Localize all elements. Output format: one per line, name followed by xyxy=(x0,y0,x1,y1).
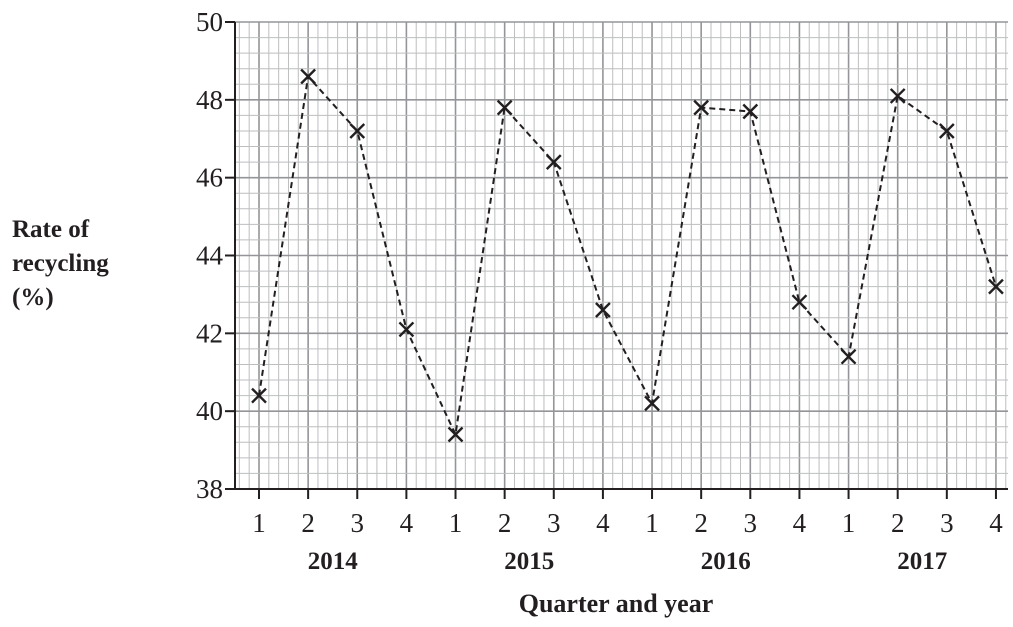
x-tick-label: 1 xyxy=(252,508,266,538)
marker-stroke xyxy=(840,348,857,365)
marker-stroke xyxy=(545,154,562,170)
marker-stroke xyxy=(300,68,316,85)
marker-stroke xyxy=(595,302,611,318)
data-point-marker xyxy=(251,387,267,404)
x-tick-label: 3 xyxy=(351,508,365,538)
data-point-marker xyxy=(938,123,955,139)
marker-stroke xyxy=(496,99,513,116)
x-tick-label: 3 xyxy=(547,508,561,538)
series-polyline xyxy=(258,74,997,438)
y-axis-label-line-3: (%) xyxy=(12,284,54,311)
axes xyxy=(225,21,1008,499)
x-tick-label: 2 xyxy=(891,508,905,538)
data-point-marker xyxy=(742,103,759,120)
data-point-marker xyxy=(496,99,513,116)
data-point-marker xyxy=(595,302,611,318)
x-tick-label: 2 xyxy=(694,508,708,538)
marker-stroke xyxy=(644,395,660,412)
marker-stroke xyxy=(938,123,955,139)
y-tick-label: 38 xyxy=(196,474,223,504)
data-point-marker xyxy=(644,395,660,412)
year-label: 2016 xyxy=(701,548,751,575)
data-markers xyxy=(251,68,1004,443)
x-tick-label: 4 xyxy=(989,508,1003,538)
data-point-marker xyxy=(693,99,710,116)
y-tick-label: 40 xyxy=(196,396,223,426)
y-tick-label: 46 xyxy=(196,163,223,193)
x-tick-label: 2 xyxy=(498,508,512,538)
data-point-marker xyxy=(545,154,562,170)
y-tick-labels: 38 40 42 44 46 48 50 xyxy=(196,7,224,504)
x-tick-label: 3 xyxy=(744,508,758,538)
y-tick-label: 42 xyxy=(196,318,223,348)
marker-stroke xyxy=(251,387,267,404)
marker-stroke xyxy=(742,103,759,120)
year-label: 2014 xyxy=(308,548,359,575)
marker-stroke xyxy=(447,426,464,443)
marker-stroke xyxy=(349,123,366,139)
x-tick-label: 4 xyxy=(400,508,414,538)
data-point-marker xyxy=(398,321,415,338)
y-axis-label-line-1: Rate of xyxy=(12,216,90,243)
x-axis-label: Quarter and year xyxy=(519,589,714,618)
y-axis-label-line-2: recycling xyxy=(12,250,109,277)
marker-stroke xyxy=(693,99,710,116)
x-tick-label: 1 xyxy=(645,508,659,538)
data-point-marker xyxy=(791,294,808,311)
marker-stroke xyxy=(889,88,906,104)
marker-stroke xyxy=(791,294,808,311)
series-line xyxy=(258,74,997,438)
x-tick-labels: 1 2 3 4 1 2 3 4 1 2 3 4 1 2 3 4 xyxy=(252,508,1003,538)
marker-stroke xyxy=(988,278,1004,295)
data-point-marker xyxy=(840,348,857,365)
data-point-marker xyxy=(447,426,464,443)
year-label: 2015 xyxy=(504,548,554,575)
y-tick-label: 48 xyxy=(196,85,223,115)
x-tick-label: 1 xyxy=(842,508,856,538)
grid xyxy=(235,21,1008,489)
x-tick-label: 3 xyxy=(940,508,954,538)
x-tick-label: 4 xyxy=(793,508,807,538)
data-point-marker xyxy=(300,68,316,85)
x-tick-label: 4 xyxy=(596,508,610,538)
marker-stroke xyxy=(398,321,415,338)
data-point-marker xyxy=(889,88,906,104)
y-tick-label: 44 xyxy=(196,241,224,271)
x-tick-label: 2 xyxy=(301,508,315,538)
data-point-marker xyxy=(988,278,1004,295)
year-label: 2017 xyxy=(897,548,947,575)
x-tick-label: 1 xyxy=(449,508,463,538)
year-labels: 2014 2015 2016 2017 xyxy=(308,548,948,575)
data-point-marker xyxy=(349,123,366,139)
y-tick-label: 50 xyxy=(196,7,223,37)
